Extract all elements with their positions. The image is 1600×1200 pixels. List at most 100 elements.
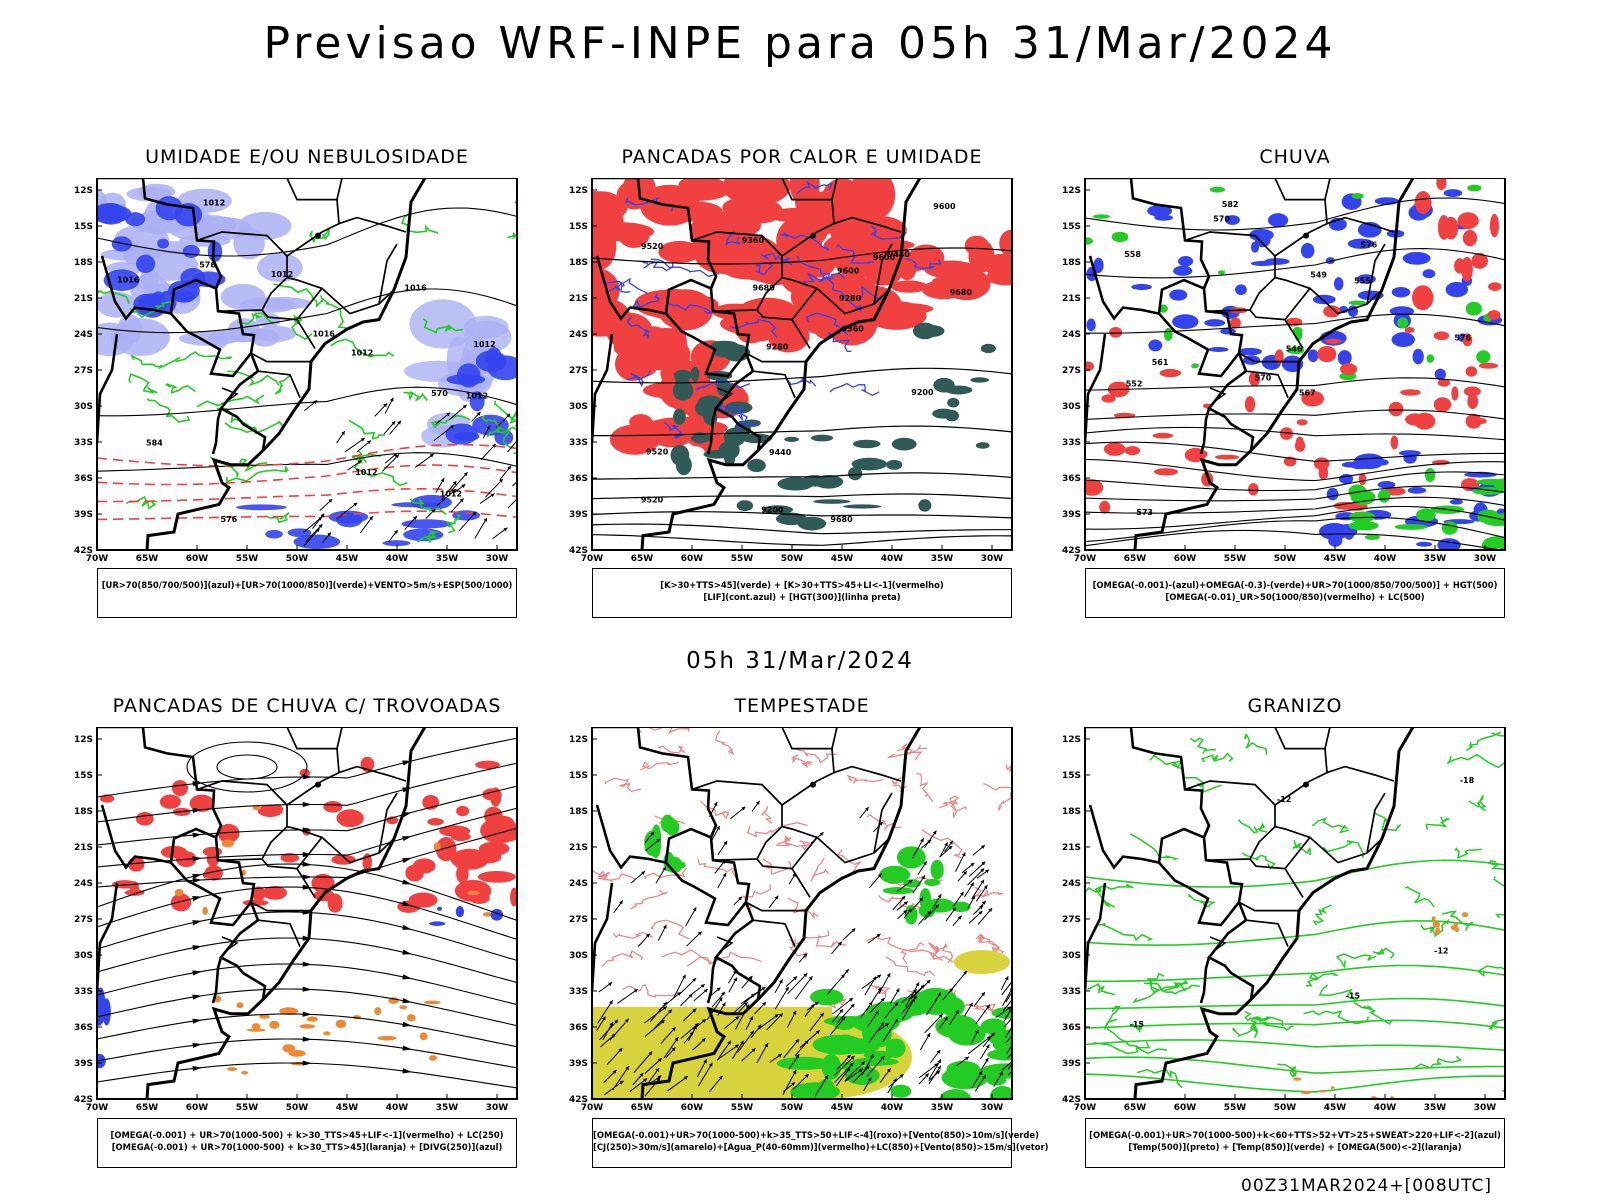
legend-line: [UR>70(850/700/500)](azul)+[UR>70(1000/8…: [101, 580, 513, 590]
contour-label: 9600: [933, 202, 956, 211]
lon-tick-label: 50W: [781, 1103, 804, 1113]
lat-tick-label: 15S: [1062, 771, 1081, 781]
lat-tick-label: 39S: [74, 1059, 93, 1069]
map-frame: [591, 178, 1013, 551]
lat-tick-label: 42S: [1062, 1095, 1081, 1105]
lat-tick-label: 27S: [1062, 366, 1081, 376]
lon-tick-label: 70W: [86, 554, 109, 564]
contour-label: 9680: [950, 288, 973, 297]
legend-umidade-e-ou-nebulosidade: [UR>70(850/700/500)](azul)+[UR>70(1000/8…: [97, 568, 517, 618]
legend-line: [OMEGA(-0.01)_UR>50(1000/850)(vermelho) …: [1165, 592, 1425, 602]
lat-tick-label: 39S: [1062, 1059, 1081, 1069]
lon-tick-label: 30W: [486, 1103, 509, 1113]
contour-label: 9680: [830, 515, 853, 524]
contour-label: 1012: [440, 490, 462, 499]
contour-label: 1012: [473, 340, 495, 349]
lat-tick-label: 24S: [569, 330, 588, 340]
contour-label: 9360: [842, 325, 865, 334]
legend-line: [LIF](cont.azul) + [HGT(300)](linha pret…: [703, 592, 901, 602]
contour-label: 1012: [271, 270, 293, 279]
legend-line: [OMEGA(-0.001)+UR>70(1000-500)+k>35_TTS>…: [593, 1130, 1039, 1140]
lat-tick-label: 36S: [74, 1023, 93, 1033]
lon-tick-label: 70W: [86, 1103, 109, 1113]
lon-tick-label: 65W: [631, 554, 654, 564]
map-panel-granizo: -12-15-15-18-1212S15S18S21S24S27S30S33S3…: [1062, 727, 1506, 1113]
lat-tick-label: 27S: [569, 915, 588, 925]
lon-tick-label: 40W: [1374, 1103, 1397, 1113]
lat-tick-label: 39S: [569, 510, 588, 520]
contour-label: 1016: [117, 276, 140, 285]
contour-label: 549: [1310, 271, 1327, 280]
map-frame: [96, 178, 518, 551]
legend-line: [OMEGA(-0.001) + UR>70(1000-500) + k>30_…: [110, 1130, 504, 1140]
contour-label: 9680: [753, 283, 776, 292]
lat-tick-label: 42S: [74, 546, 93, 556]
lon-tick-label: 40W: [386, 554, 409, 564]
lon-tick-label: 65W: [1124, 1103, 1147, 1113]
map-panel-chuva: 582 576 576 570 567 561 558 555 552 549 546 573 570 1…: [1062, 178, 1506, 564]
lat-tick-label: 21S: [74, 294, 93, 304]
lon-tick-label: 55W: [731, 1103, 754, 1113]
lon-tick-label: 45W: [336, 1103, 359, 1113]
lat-tick-label: 24S: [74, 330, 93, 340]
lon-tick-label: 30W: [981, 1103, 1004, 1113]
lat-tick-label: 30S: [569, 402, 588, 412]
lat-tick-label: 21S: [1062, 843, 1081, 853]
lon-tick-label: 50W: [1274, 554, 1297, 564]
lon-tick-label: 40W: [881, 1103, 904, 1113]
lat-tick-label: 33S: [1062, 987, 1081, 997]
lat-tick-label: 27S: [1062, 915, 1081, 925]
lon-tick-label: 35W: [1424, 1103, 1447, 1113]
lat-tick-label: 39S: [569, 1059, 588, 1069]
row-time-label: 05h 31/Mar/2024: [686, 648, 914, 674]
legend-line: [Temp(500)](preto) + [Temp(850)](verde) …: [1128, 1142, 1462, 1152]
lon-tick-label: 45W: [1324, 1103, 1347, 1113]
contour-label: 570: [431, 389, 448, 398]
lon-tick-label: 40W: [881, 554, 904, 564]
lon-tick-label: 50W: [286, 554, 309, 564]
contour-label: 9360: [742, 236, 765, 245]
contour-label: 584: [146, 438, 163, 447]
panel-title-pancadas-por-calor-e-umidade: PANCADAS POR CALOR E UMIDADE: [621, 146, 983, 168]
contour-label: 573: [1136, 508, 1153, 517]
lat-tick-label: 24S: [74, 879, 93, 889]
legend-tempestade: [OMEGA(-0.001)+UR>70(1000-500)+k>35_TTS>…: [592, 1118, 1049, 1168]
lat-tick-label: 18S: [569, 807, 588, 817]
lat-tick-label: 30S: [74, 402, 93, 412]
lat-tick-label: 21S: [569, 843, 588, 853]
lon-tick-label: 35W: [436, 1103, 459, 1113]
lon-tick-label: 65W: [631, 1103, 654, 1113]
lon-tick-label: 55W: [1224, 1103, 1247, 1113]
lon-tick-label: 60W: [186, 1103, 209, 1113]
lon-tick-label: 55W: [1224, 554, 1247, 564]
legend-line: [OMEGA(-0.001)+UR>70(1000-500)+k<60+TTS>…: [1089, 1130, 1501, 1140]
lon-tick-label: 35W: [1424, 554, 1447, 564]
contour-label: 576: [1361, 241, 1378, 250]
lat-tick-label: 30S: [74, 951, 93, 961]
lon-tick-label: 60W: [1174, 1103, 1197, 1113]
lon-tick-label: 70W: [1074, 554, 1097, 564]
lon-tick-label: 65W: [136, 554, 159, 564]
legend-pancadas-de-chuva-c-trovoadas: [OMEGA(-0.001) + UR>70(1000-500) + k>30_…: [97, 1118, 517, 1168]
contour-label: 9280: [839, 294, 862, 303]
lat-tick-label: 12S: [569, 186, 588, 196]
lat-tick-label: 15S: [74, 222, 93, 232]
lat-tick-label: 15S: [569, 222, 588, 232]
contour-label: 1012: [203, 198, 225, 207]
lon-tick-label: 70W: [1074, 1103, 1097, 1113]
lat-tick-label: 39S: [1062, 510, 1081, 520]
lat-tick-label: 36S: [74, 474, 93, 484]
contour-label: 9600: [837, 266, 860, 275]
contour-label: 9520: [641, 242, 664, 251]
lat-tick-label: 18S: [1062, 807, 1081, 817]
lat-tick-label: 12S: [1062, 186, 1081, 196]
lat-tick-label: 36S: [1062, 1023, 1081, 1033]
lat-tick-label: 42S: [569, 1095, 588, 1105]
lat-tick-label: 42S: [1062, 546, 1081, 556]
lat-tick-label: 42S: [74, 1095, 93, 1105]
lat-tick-label: 42S: [569, 546, 588, 556]
map-panel-umidade-e-ou-nebulosidade: 1012 1012 1016 1012 576 576 1016 1012 1012 1012 10…: [74, 178, 518, 564]
contour-label: 1012: [466, 391, 488, 400]
panel-title-umidade-e-ou-nebulosidade: UMIDADE E/OU NEBULOSIDADE: [145, 146, 469, 168]
